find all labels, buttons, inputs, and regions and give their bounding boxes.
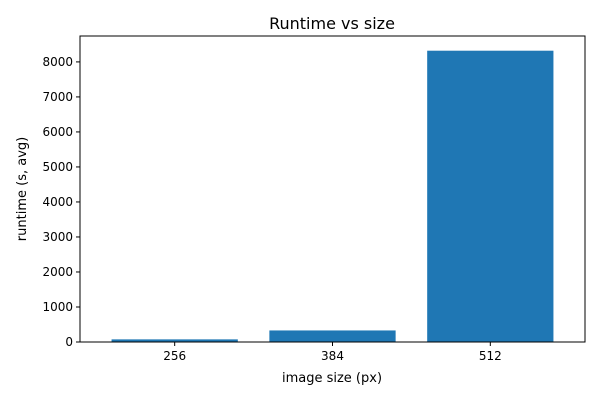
bars-group [111,50,554,343]
y-tick-label: 3000 [42,230,73,244]
x-tick-label: 384 [321,349,344,363]
x-tick-label: 512 [479,349,502,363]
bar-256 [111,339,238,342]
plot-frame [79,35,586,343]
bar-512 [427,50,554,343]
y-axis: 0 1000 2000 3000 4000 5000 6000 7000 8000 [42,55,80,349]
x-axis-label: image size (px) [282,371,382,386]
x-tick-label: 256 [163,349,186,363]
y-tick-label: 5000 [42,160,73,174]
chart-title: Runtime vs size [269,14,395,33]
y-tick-label: 0 [65,335,73,349]
y-tick-label: 4000 [42,195,73,209]
y-tick-label: 1000 [42,300,73,314]
y-tick-label: 7000 [42,90,73,104]
y-tick-label: 2000 [42,265,73,279]
y-tick-label: 6000 [42,125,73,139]
y-tick-label: 8000 [42,55,73,69]
x-axis: 256 384 512 [163,342,502,363]
y-axis-label: runtime (s, avg) [15,137,30,241]
bar-384 [269,330,396,342]
